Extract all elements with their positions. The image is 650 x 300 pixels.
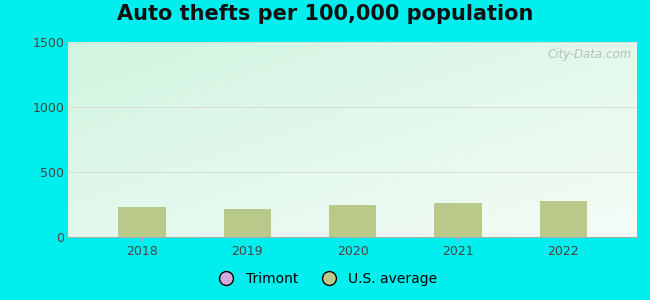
Bar [540, 201, 587, 237]
Bar [434, 203, 482, 237]
Text: Auto thefts per 100,000 population: Auto thefts per 100,000 population [117, 4, 533, 25]
Bar [224, 208, 271, 237]
Text: City-Data.com: City-Data.com [547, 48, 631, 61]
Bar [329, 205, 376, 237]
Bar [118, 207, 166, 237]
Legend: Trimont, U.S. average: Trimont, U.S. average [207, 266, 443, 292]
